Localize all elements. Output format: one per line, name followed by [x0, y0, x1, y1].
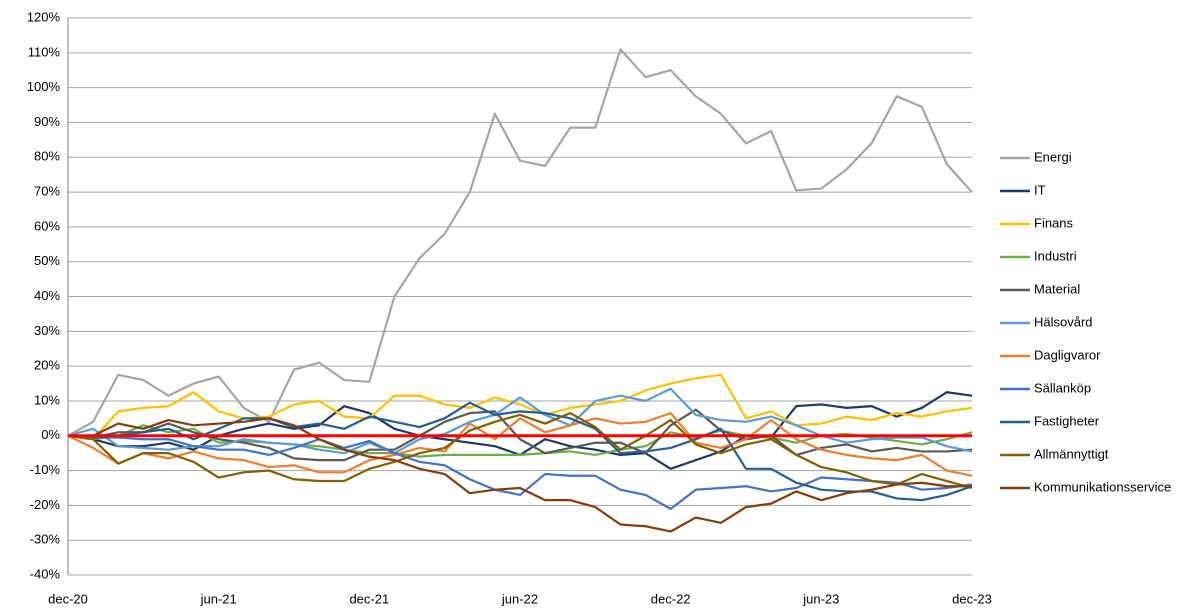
- x-tick-label: jun-21: [200, 591, 237, 606]
- legend-label: Allmännyttigt: [1034, 446, 1109, 461]
- series-line: [67, 373, 973, 441]
- y-tick-label: -30%: [30, 532, 61, 547]
- legend-label: Material: [1034, 281, 1080, 296]
- legend-label: Fastigheter: [1034, 413, 1100, 428]
- y-tick-label: 30%: [34, 323, 60, 338]
- y-tick-label: 20%: [34, 358, 60, 373]
- y-tick-label: 70%: [34, 184, 60, 199]
- series-line: [67, 408, 973, 462]
- y-tick-label: 40%: [34, 288, 60, 303]
- y-tick-label: 10%: [34, 392, 60, 407]
- legend-label: Energi: [1034, 149, 1072, 164]
- x-tick-label: dec-22: [651, 591, 691, 606]
- y-tick-label: 50%: [34, 253, 60, 268]
- y-tick-label: -40%: [30, 566, 61, 581]
- legend-label: Finans: [1034, 215, 1074, 230]
- x-tick-label: jun-23: [802, 591, 839, 606]
- legend-label: Sällanköp: [1034, 380, 1091, 395]
- legend-label: IT: [1034, 182, 1046, 197]
- x-tick-label: dec-20: [48, 591, 88, 606]
- series-line: [67, 412, 973, 477]
- legend-label: Industri: [1034, 248, 1077, 263]
- y-tick-label: 0%: [41, 427, 60, 442]
- legend-label: Kommunikationsservice: [1034, 479, 1171, 494]
- series-line: [67, 412, 973, 490]
- y-tick-label: 100%: [27, 79, 61, 94]
- x-tick-label: dec-23: [952, 591, 992, 606]
- x-tick-label: dec-21: [349, 591, 389, 606]
- y-tick-label: -20%: [30, 497, 61, 512]
- y-tick-label: 90%: [34, 114, 60, 129]
- x-tick-label: jun-22: [501, 591, 538, 606]
- legend-label: Hälsovård: [1034, 314, 1093, 329]
- series-line: [67, 434, 973, 510]
- series-line: [68, 417, 972, 533]
- y-tick-label: 110%: [28, 44, 61, 59]
- series-line: [67, 401, 973, 502]
- legend-label: Dagligvaror: [1034, 347, 1101, 362]
- y-tick-label: 80%: [34, 149, 60, 164]
- y-tick-label: 120%: [27, 9, 61, 24]
- series-line: [67, 48, 973, 437]
- y-tick-label: -10%: [30, 462, 61, 477]
- y-tick-label: 60%: [34, 218, 60, 233]
